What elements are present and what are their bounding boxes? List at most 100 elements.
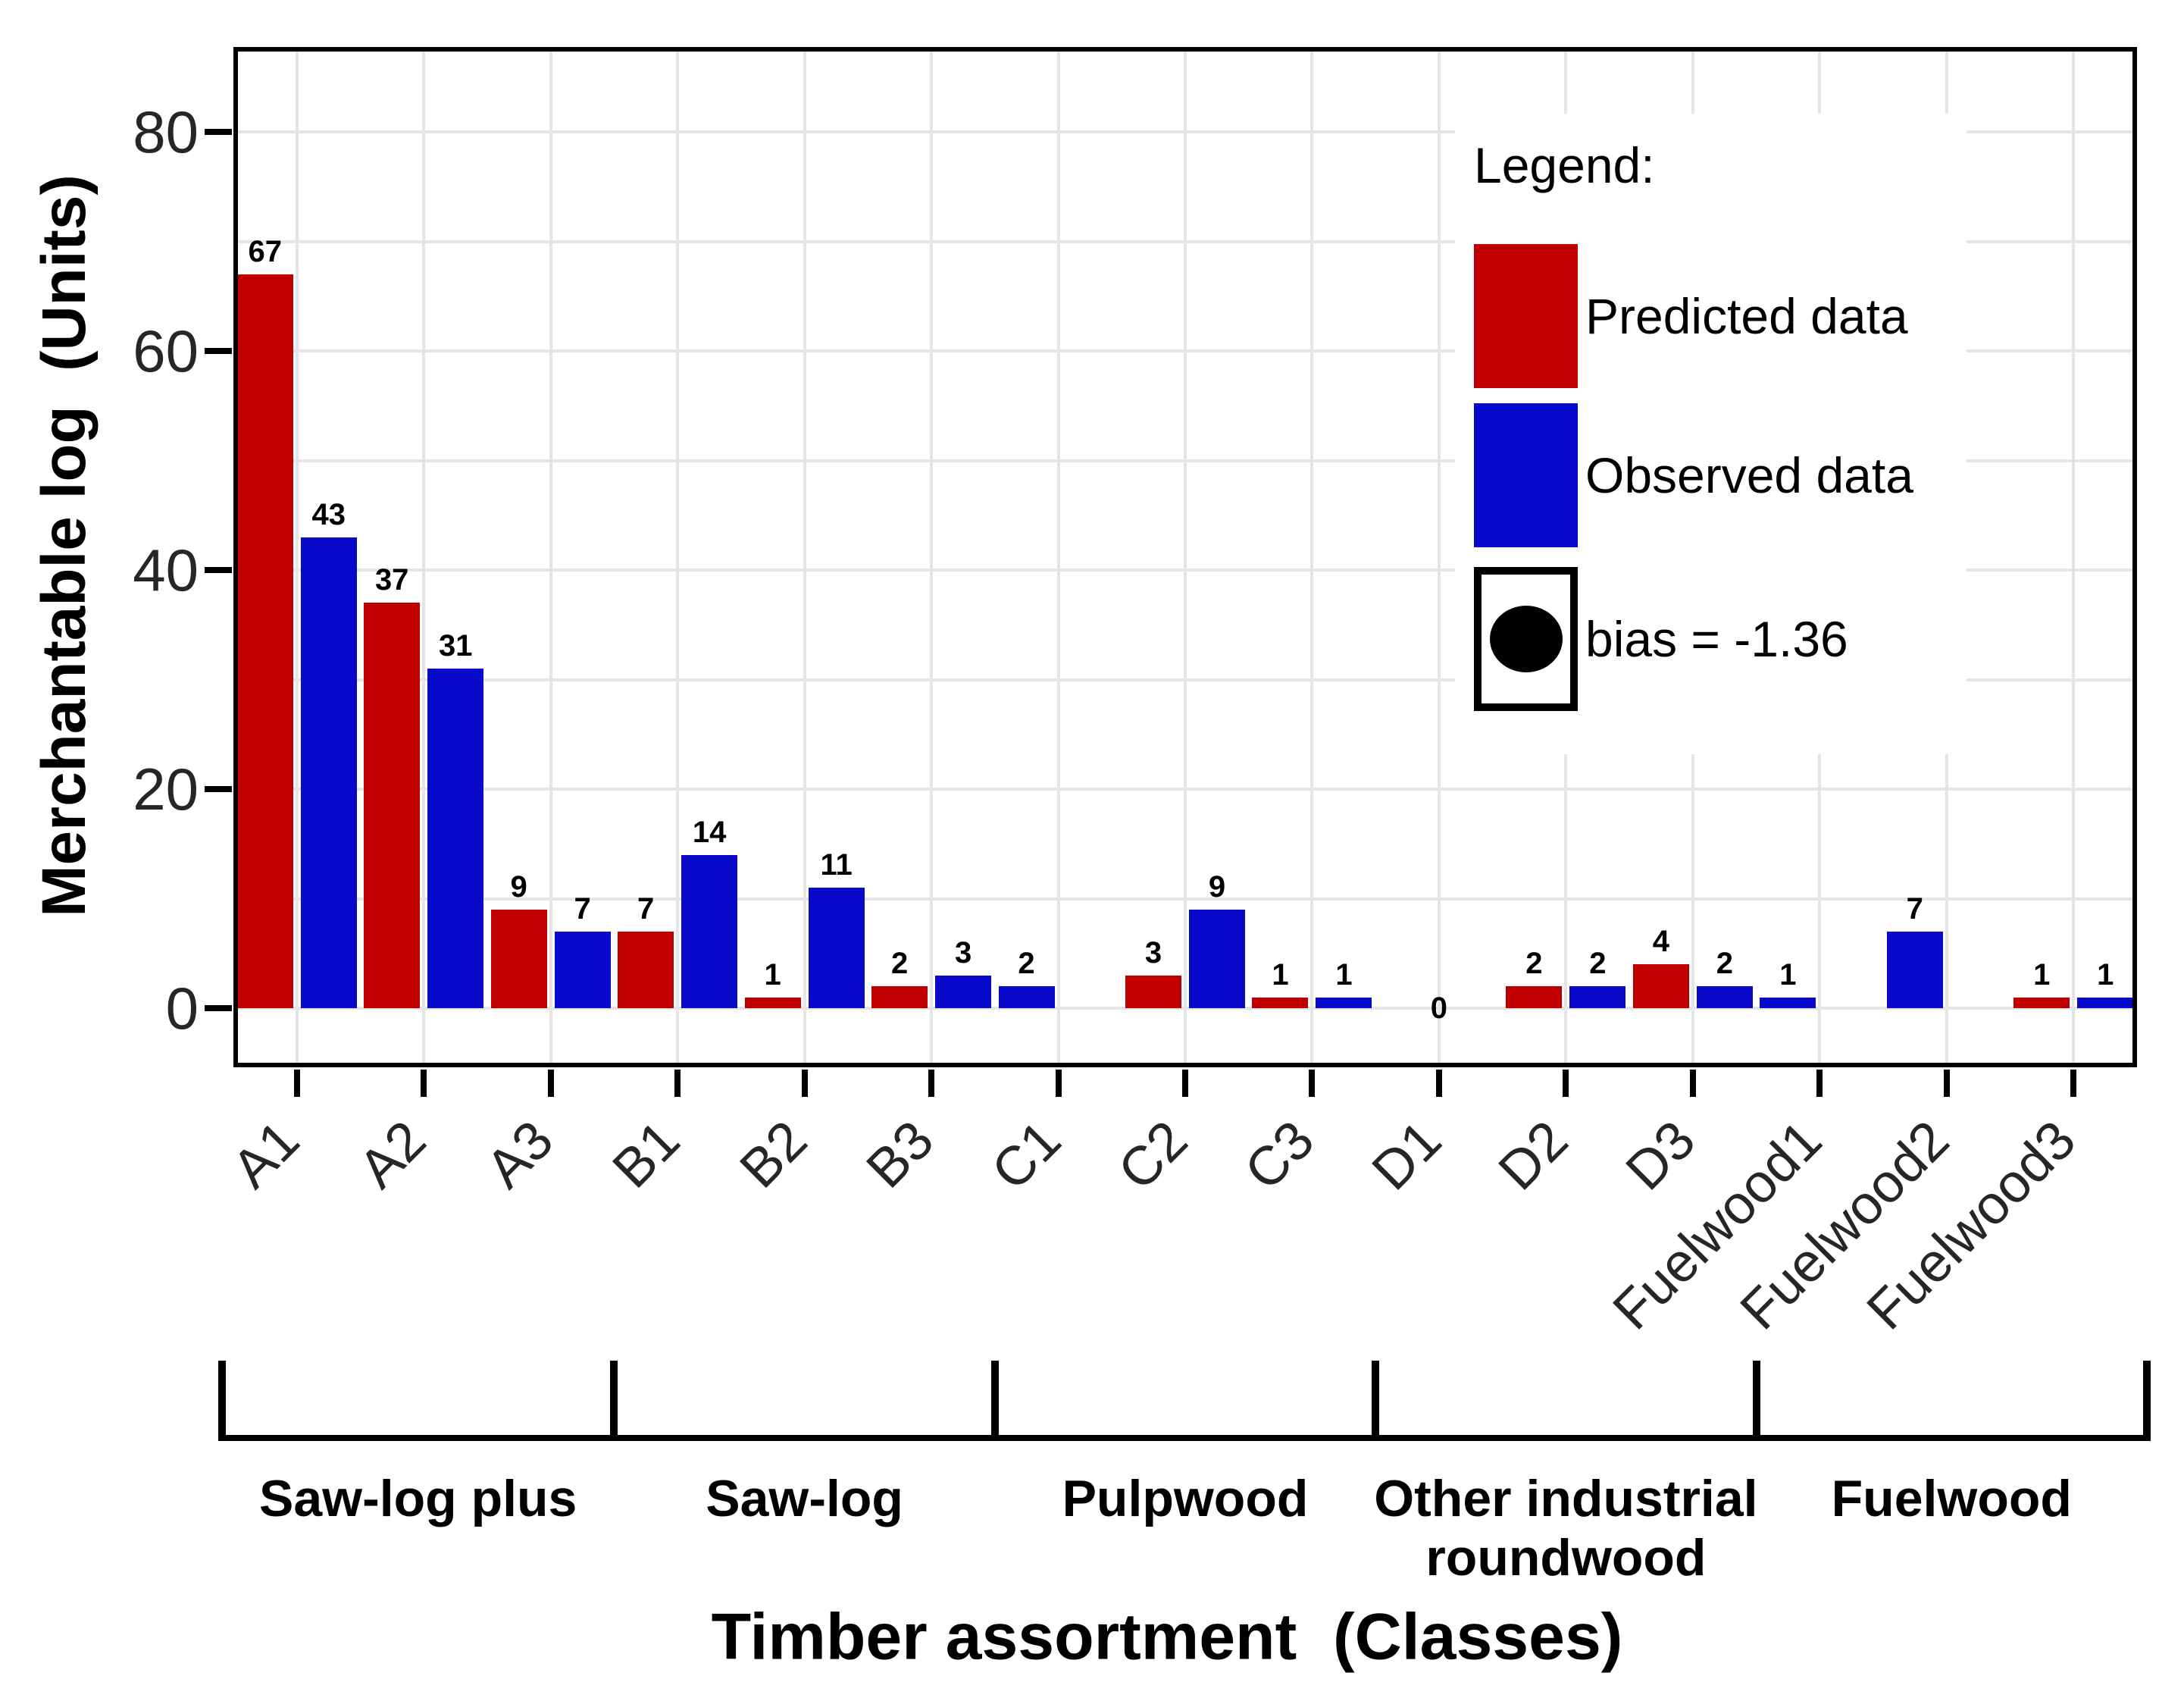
group-bracket-tick-5	[2143, 1361, 2151, 1441]
x-tick-Fuelwood1	[1816, 1070, 1823, 1097]
v-gridline-B2	[803, 50, 806, 1064]
bar-predicted-D2	[1506, 986, 1563, 1008]
legend-label-observed-data: Observed data	[1585, 447, 1913, 503]
y-tick-20	[205, 786, 232, 792]
x-tick-D3	[1689, 1070, 1696, 1097]
bar-value-label: 7	[637, 891, 655, 926]
x-tick-Fuelwood3	[2070, 1070, 2077, 1097]
group-bracket-line	[218, 1435, 2151, 1441]
bar-value-label: 0	[1430, 991, 1448, 1025]
bar-predicted-D3	[1632, 964, 1689, 1008]
legend-swatch-observed-data	[1474, 403, 1578, 547]
bar-value-label: 9	[510, 869, 527, 904]
bar-value-label: 1	[2033, 957, 2051, 991]
bar-observed-C1	[998, 986, 1055, 1008]
bar-observed-Fuelwood2	[1886, 931, 1943, 1008]
bar-value-label: 2	[1018, 947, 1035, 981]
bar-predicted-A1	[236, 274, 293, 1008]
x-tick-B2	[801, 1070, 808, 1097]
v-gridline-C3	[1310, 50, 1314, 1064]
group-bracket-tick-0	[218, 1361, 226, 1441]
x-tick-B3	[928, 1070, 935, 1097]
y-tick-label-80: 80	[133, 99, 199, 165]
x-tick-Fuelwood2	[1943, 1070, 1950, 1097]
x-tick-B1	[674, 1070, 681, 1097]
group-label-saw-log-plus: Saw-log plus	[259, 1470, 577, 1527]
group-bracket-tick-4	[1752, 1361, 1760, 1441]
legend: Legend: Predicted data Observed data bia…	[1455, 114, 1967, 754]
legend-swatch-predicted-data	[1474, 244, 1578, 388]
x-tick-A1	[293, 1070, 300, 1097]
v-gridline-C2	[1184, 50, 1187, 1064]
bar-predicted-C2	[1125, 975, 1181, 1008]
group-bracket-tick-1	[610, 1361, 618, 1441]
bar-observed-B3	[935, 975, 992, 1008]
bar-observed-Fuelwood1	[1760, 997, 1816, 1008]
bar-predicted-Fuelwood3	[2013, 997, 2070, 1008]
bar-predicted-B1	[618, 931, 674, 1008]
bar-value-label: 7	[1906, 891, 1923, 926]
v-gridline-A1	[295, 50, 299, 1064]
group-label-saw-log: Saw-log	[706, 1470, 903, 1527]
bar-value-label: 2	[1716, 947, 1733, 981]
x-tick-C3	[1309, 1070, 1316, 1097]
bar-value-label: 14	[692, 815, 727, 849]
bar-value-label: 9	[1208, 869, 1226, 904]
x-axis-title: Timber assortment (Classes)	[711, 1600, 1623, 1674]
v-gridline-A3	[549, 50, 552, 1064]
v-gridline-B1	[676, 50, 680, 1064]
y-tick-60	[205, 348, 232, 354]
y-tick-0	[205, 1005, 232, 1011]
legend-bias-key-box	[1474, 567, 1578, 711]
bar-value-label: 11	[820, 848, 853, 882]
bar-observed-A3	[554, 931, 611, 1008]
bar-observed-B2	[808, 888, 865, 1008]
x-tick-A3	[547, 1070, 554, 1097]
bar-value-label: 7	[574, 891, 591, 926]
v-gridline-Fuelwood3	[2072, 50, 2076, 1064]
y-tick-label-60: 60	[133, 318, 199, 384]
bar-value-label: 31	[438, 629, 473, 663]
y-tick-40	[205, 567, 232, 573]
group-label-other-industrial-roundwood: Other industrial roundwood	[1374, 1470, 1758, 1587]
x-tick-C1	[1055, 1070, 1062, 1097]
y-tick-label-40: 40	[133, 537, 199, 603]
bar-predicted-A3	[490, 909, 547, 1008]
bar-value-label: 2	[1525, 947, 1543, 981]
y-tick-80	[205, 129, 232, 135]
x-tick-D1	[1435, 1070, 1442, 1097]
bar-value-label: 43	[311, 497, 346, 531]
bar-observed-C3	[1316, 997, 1372, 1008]
bias-point-icon	[1489, 606, 1563, 672]
x-tick-A2	[421, 1070, 427, 1097]
group-bracket-tick-2	[990, 1361, 999, 1441]
bar-value-label: 3	[1144, 935, 1162, 970]
bar-predicted-A2	[364, 603, 421, 1008]
bar-predicted-B2	[744, 997, 801, 1008]
bar-value-label: 1	[2097, 957, 2114, 991]
bar-value-label: 1	[764, 957, 781, 991]
x-tick-D2	[1563, 1070, 1569, 1097]
bar-observed-B1	[681, 854, 738, 1008]
v-gridline-B3	[930, 50, 934, 1064]
legend-label-predicted-data: Predicted data	[1585, 288, 1908, 344]
bar-observed-Fuelwood3	[2077, 997, 2134, 1008]
v-gridline-D1	[1437, 50, 1441, 1064]
legend-title: Legend:	[1474, 137, 1655, 193]
v-gridline-C1	[1056, 50, 1060, 1064]
group-label-pulpwood: Pulpwood	[1062, 1470, 1309, 1527]
bar-value-label: 1	[1335, 957, 1353, 991]
bar-predicted-C3	[1252, 997, 1309, 1008]
group-bracket-tick-3	[1372, 1361, 1380, 1441]
y-tick-label-20: 20	[133, 756, 199, 822]
bar-value-label: 1	[1272, 957, 1289, 991]
bar-value-label: 67	[248, 234, 282, 268]
legend-label-bias: bias = -1.36	[1585, 611, 1848, 667]
bar-value-label: 2	[890, 947, 909, 981]
bar-observed-D3	[1696, 986, 1753, 1008]
bar-observed-A1	[300, 537, 357, 1008]
bar-value-label: 2	[1589, 947, 1607, 981]
v-gridline-A2	[422, 50, 426, 1064]
y-tick-label-0: 0	[165, 975, 199, 1042]
